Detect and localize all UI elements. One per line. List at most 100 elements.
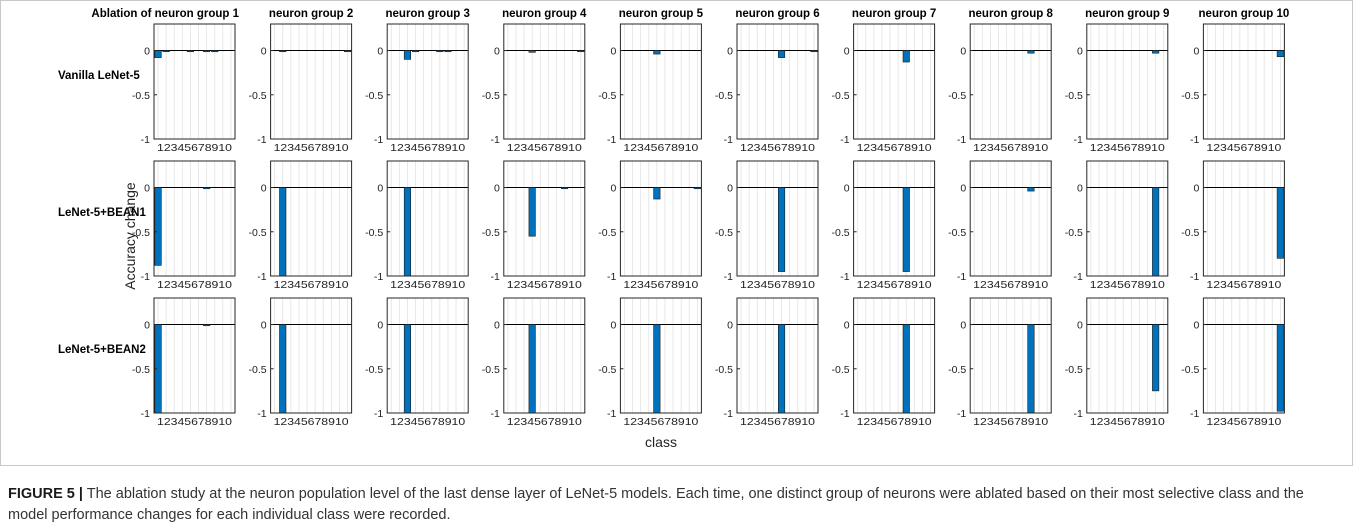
bar-class-2 (279, 50, 287, 53)
y-tick-label: 0 (960, 183, 966, 195)
panel-r3-c9: 0 -0.5 -1 12345678910 (1065, 297, 1169, 428)
column-title-10: neuron group 10 (1199, 8, 1290, 20)
bar-class-2 (162, 50, 170, 53)
panel-r3-c1: 0 -0.5 -1 12345678910 (132, 297, 236, 428)
y-tick-label: -0.5 (832, 227, 850, 239)
y-tick-label: -1 (374, 134, 383, 146)
x-tick-labels: 12345678910 (1206, 279, 1281, 291)
y-tick-label: -1 (141, 408, 150, 420)
y-tick-label: -0.5 (365, 227, 383, 239)
column-title-2: neuron group 2 (269, 8, 353, 20)
y-tick-label: -0.5 (482, 90, 500, 102)
x-tick-labels: 12345678910 (390, 279, 465, 291)
panel-r3-c3: 0 -0.5 -1 12345678910 (365, 297, 469, 428)
y-tick-label: -1 (374, 271, 383, 283)
column-title-3: neuron group 3 (386, 8, 470, 20)
panel-r2-c6: 0 -0.5 -1 12345678910 (715, 160, 819, 291)
panel-r1-c4: 0 -0.5 -1 12345678910 (482, 23, 586, 154)
bar-class-6 (778, 324, 786, 414)
y-tick-label: 0 (377, 46, 383, 58)
panel-r3-c7: 0 -0.5 -1 12345678910 (832, 297, 936, 428)
axes-box (1086, 23, 1169, 140)
x-tick-labels: 12345678910 (740, 279, 815, 291)
bar-class-10 (1276, 324, 1284, 412)
column-title-9: neuron group 9 (1085, 8, 1169, 20)
y-tick-label: -0.5 (1065, 364, 1083, 376)
bar-class-8 (211, 50, 219, 53)
bar-class-9 (1152, 187, 1160, 277)
y-tick-label: 0 (844, 46, 850, 58)
axes-box (1086, 297, 1169, 414)
y-tick-label: 0 (261, 46, 267, 58)
bar-class-3 (403, 187, 411, 277)
y-tick-label: -1 (490, 408, 499, 420)
ablation-bar-grid: Ablation of neuron group 1 neuron group 2… (58, 8, 1290, 450)
y-tick-label: 0 (144, 320, 150, 332)
x-tick-labels: 12345678910 (623, 142, 698, 154)
bar-class-1 (154, 50, 162, 58)
axes-box (1202, 160, 1285, 277)
y-tick-label: -1 (607, 134, 616, 146)
y-tick-label: -0.5 (948, 364, 966, 376)
y-tick-label: 0 (611, 183, 617, 195)
y-tick-label: -0.5 (1065, 227, 1083, 239)
y-tick-label: -0.5 (132, 90, 150, 102)
y-tick-label: -1 (374, 408, 383, 420)
y-tick-label: -0.5 (365, 364, 383, 376)
bar-class-7 (436, 50, 444, 53)
axes-box (619, 23, 702, 140)
y-tick-label: -0.5 (249, 90, 267, 102)
y-tick-label: 0 (494, 183, 500, 195)
x-tick-labels: 12345678910 (507, 142, 582, 154)
panel-r2-c10: 0 -0.5 -1 12345678910 (1181, 160, 1285, 291)
y-tick-label: -0.5 (482, 227, 500, 239)
y-tick-label: -1 (957, 134, 966, 146)
y-tick-label: -0.5 (1181, 364, 1199, 376)
bar-class-5 (186, 50, 194, 53)
caption-text: The ablation study at the neuron populat… (8, 486, 1304, 523)
y-tick-label: -1 (840, 408, 849, 420)
axes-box (1086, 160, 1169, 277)
y-tick-label: 0 (1077, 320, 1083, 332)
axes-box (503, 297, 586, 414)
y-tick-label: -0.5 (598, 90, 616, 102)
bar-class-10 (344, 50, 352, 53)
bar-class-7 (203, 187, 211, 190)
bar-class-8 (1027, 324, 1035, 414)
panel-r1-c7: 0 -0.5 -1 12345678910 (832, 23, 936, 154)
panel-r3-c10: 0 -0.5 -1 12345678910 (1181, 297, 1285, 428)
bar-class-8 (561, 187, 569, 190)
y-tick-label: -0.5 (715, 90, 733, 102)
y-tick-label: -0.5 (715, 364, 733, 376)
y-tick-label: -0.5 (1065, 90, 1083, 102)
bar-class-5 (653, 324, 661, 414)
figure-caption: FIGURE 5 | The ablation study at the neu… (8, 484, 1338, 526)
axes-box (503, 23, 586, 140)
x-tick-labels: 12345678910 (1090, 416, 1165, 428)
panel-r1-c5: 0 -0.5 -1 12345678910 (598, 23, 702, 154)
y-tick-label: 0 (494, 320, 500, 332)
panel-r2-c7: 0 -0.5 -1 12345678910 (832, 160, 936, 291)
bar-class-3 (403, 324, 411, 414)
y-tick-label: 0 (1077, 46, 1083, 58)
y-tick-label: -1 (957, 271, 966, 283)
panel-r2-c5: 0 -0.5 -1 12345678910 (598, 160, 702, 291)
y-tick-label: -1 (257, 134, 266, 146)
bar-class-10 (1276, 187, 1284, 259)
axes-box (1202, 23, 1285, 140)
x-tick-labels: 12345678910 (157, 279, 232, 291)
y-tick-label: 0 (844, 183, 850, 195)
y-tick-label: -1 (141, 271, 150, 283)
x-tick-labels: 12345678910 (1090, 142, 1165, 154)
panel-r3-c8: 0 -0.5 -1 12345678910 (948, 297, 1052, 428)
column-title-6: neuron group 6 (735, 8, 819, 20)
axes-box (386, 23, 469, 140)
panel-r3-c6: 0 -0.5 -1 12345678910 (715, 297, 819, 428)
y-tick-label: -1 (490, 134, 499, 146)
bar-class-7 (902, 324, 910, 414)
x-tick-labels: 12345678910 (274, 416, 349, 428)
panel-r3-c2: 0 -0.5 -1 12345678910 (249, 297, 353, 428)
axes-box (153, 160, 236, 277)
axes-box (270, 297, 353, 414)
y-tick-label: -1 (1190, 271, 1199, 283)
